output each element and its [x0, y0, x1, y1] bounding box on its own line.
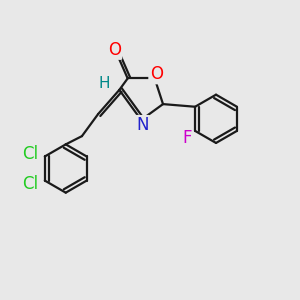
Text: Cl: Cl: [22, 145, 38, 163]
Text: F: F: [182, 129, 192, 147]
Text: H: H: [98, 76, 110, 91]
Text: Cl: Cl: [22, 175, 38, 193]
Text: O: O: [150, 65, 163, 83]
Text: N: N: [136, 116, 149, 134]
Text: O: O: [108, 40, 121, 58]
